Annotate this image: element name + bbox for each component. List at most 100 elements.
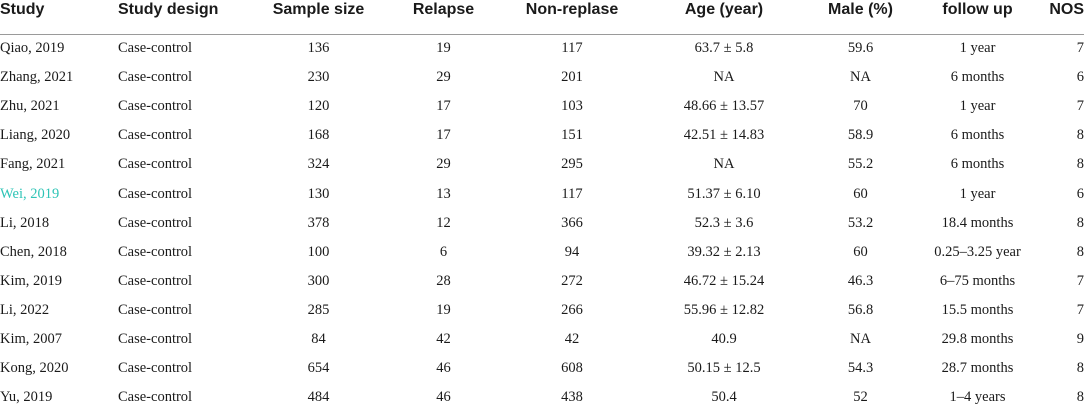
cell-relapse: 19 — [436, 301, 451, 318]
cell-follow-up: 29.8 months — [941, 330, 1014, 347]
cell-relapse: 13 — [436, 185, 451, 202]
cell-study-design: Case-control — [118, 360, 193, 377]
cell-age: 50.15 ± 12.5 — [687, 360, 761, 377]
cell-follow-up: 1 year — [959, 98, 996, 115]
cell-non-relapse: 151 — [561, 127, 583, 144]
cell-age: 52.3 ± 3.6 — [694, 214, 754, 231]
cell-non-relapse: 117 — [561, 185, 583, 202]
cell-relapse: 17 — [436, 98, 451, 115]
cell-age: 40.9 — [711, 330, 737, 347]
cell-nos: 7 — [1076, 98, 1084, 115]
cell-nos: 6 — [1076, 69, 1084, 86]
cell-sample-size: 324 — [307, 156, 330, 173]
cell-non-relapse: 295 — [561, 156, 583, 173]
cell-study: Zhang, 2021 — [0, 69, 74, 86]
cell-sample-size: 120 — [307, 98, 330, 115]
cell-relapse: 6 — [439, 243, 448, 260]
table-row: Fang, 2021 Case-control 324 29 295 NA 55.2 6 mo… — [0, 150, 1084, 179]
table-row: Wei, 2019 Case-control 130 13 117 51.37 ± 6.1… — [0, 179, 1084, 208]
cell-male-percent: NA — [850, 330, 871, 347]
cell-nos: 8 — [1076, 360, 1084, 377]
table-row: Zhang, 2021 Case-control 230 29 201 NA NA 6 mon… — [0, 63, 1084, 92]
cell-study-design: Case-control — [118, 301, 193, 318]
cell-sample-size: 378 — [307, 214, 330, 231]
cell-relapse: 29 — [436, 156, 451, 173]
cell-study-design: Case-control — [118, 185, 193, 202]
cell-non-relapse: 266 — [561, 301, 583, 318]
cell-nos: 9 — [1076, 330, 1084, 347]
cell-study-design: Case-control — [118, 98, 193, 115]
table-row: Chen, 2018 Case-control 100 6 94 39.32 ± 2.13… — [0, 238, 1084, 267]
cell-relapse: 46 — [436, 389, 451, 406]
cell-study: Kim, 2007 — [0, 330, 63, 347]
cell-study: Qiao, 2019 — [0, 40, 65, 57]
cell-nos: 8 — [1076, 127, 1084, 144]
cell-study-design: Case-control — [118, 214, 193, 231]
header-sample-size: Sample size — [250, 0, 387, 35]
cell-follow-up: 18.4 months — [941, 214, 1014, 231]
cell-study-design: Case-control — [118, 40, 193, 57]
header-nos: NOS — [1038, 0, 1084, 35]
cell-follow-up: 1–4 years — [949, 389, 1006, 406]
cell-follow-up: 1 year — [959, 185, 996, 202]
cell-male-percent: 59.6 — [847, 40, 874, 57]
table-row: Zhu, 2021 Case-control 120 17 103 48.66 ± 13.… — [0, 92, 1084, 121]
header-relapse: Relapse — [387, 0, 500, 35]
cell-study: Zhu, 2021 — [0, 98, 60, 115]
cell-sample-size: 654 — [307, 360, 330, 377]
cell-follow-up: 1 year — [959, 40, 996, 57]
table-row: Kim, 2019 Case-control 300 28 272 46.72 ± 15.… — [0, 267, 1084, 296]
cell-sample-size: 230 — [307, 69, 330, 86]
header-age: Age (year) — [644, 0, 804, 35]
cell-male-percent: 53.2 — [847, 214, 874, 231]
cell-non-relapse: 42 — [564, 330, 580, 347]
cell-male-percent: 60 — [853, 185, 868, 202]
cell-age: 63.7 ± 5.8 — [694, 40, 754, 57]
table-row: Li, 2018 Case-control 378 12 366 52.3 ± 3.6 53… — [0, 209, 1084, 238]
cell-male-percent: 58.9 — [847, 127, 874, 144]
cell-follow-up: 6 months — [950, 156, 1005, 173]
cell-sample-size: 130 — [307, 185, 330, 202]
cell-relapse: 19 — [436, 40, 451, 57]
study-link[interactable]: Wei, 2019 — [0, 185, 60, 202]
cell-study-design: Case-control — [118, 127, 193, 144]
cell-sample-size: 168 — [307, 127, 330, 144]
cell-study: Fang, 2021 — [0, 156, 66, 173]
header-follow-up: follow up — [917, 0, 1038, 35]
cell-relapse: 42 — [436, 330, 451, 347]
cell-study-design: Case-control — [118, 272, 193, 289]
cell-non-relapse: 608 — [561, 360, 583, 377]
header-study-design: Study design — [100, 0, 250, 35]
cell-male-percent: 60 — [853, 243, 868, 260]
cell-non-relapse: 103 — [561, 98, 583, 115]
cell-age: 46.72 ± 15.24 — [683, 272, 765, 289]
cell-non-relapse: 438 — [561, 389, 583, 406]
cell-sample-size: 484 — [307, 389, 330, 406]
cell-age: NA — [713, 156, 735, 173]
cell-age: 42.51 ± 14.83 — [683, 127, 765, 144]
cell-nos: 7 — [1076, 272, 1084, 289]
cell-study: Kong, 2020 — [0, 360, 69, 377]
cell-follow-up: 15.5 months — [941, 301, 1014, 318]
table-row: Kim, 2007 Case-control 84 42 42 40.9 NA 29.8 mo… — [0, 325, 1084, 354]
table-row: Qiao, 2019 Case-control 136 19 117 63.7 ± 5.8… — [0, 34, 1084, 63]
cell-nos: 8 — [1076, 389, 1084, 406]
cell-non-relapse: 94 — [564, 243, 580, 260]
cell-non-relapse: 366 — [561, 214, 583, 231]
cell-follow-up: 6 months — [950, 69, 1005, 86]
cell-male-percent: 70 — [853, 98, 868, 115]
cell-follow-up: 28.7 months — [941, 360, 1014, 377]
cell-relapse: 28 — [436, 272, 451, 289]
cell-study: Li, 2022 — [0, 301, 50, 318]
cell-male-percent: 54.3 — [847, 360, 874, 377]
header-study: Study — [0, 0, 100, 35]
header-non-relapse: Non-replase — [500, 0, 644, 35]
cell-study: Yu, 2019 — [0, 389, 53, 406]
cell-study-design: Case-control — [118, 243, 193, 260]
cell-nos: 8 — [1076, 214, 1084, 231]
table-row: Li, 2022 Case-control 285 19 266 55.96 ± 12.8… — [0, 296, 1084, 325]
cell-study-design: Case-control — [118, 389, 193, 406]
cell-follow-up: 6–75 months — [939, 272, 1016, 289]
cell-sample-size: 100 — [307, 243, 330, 260]
